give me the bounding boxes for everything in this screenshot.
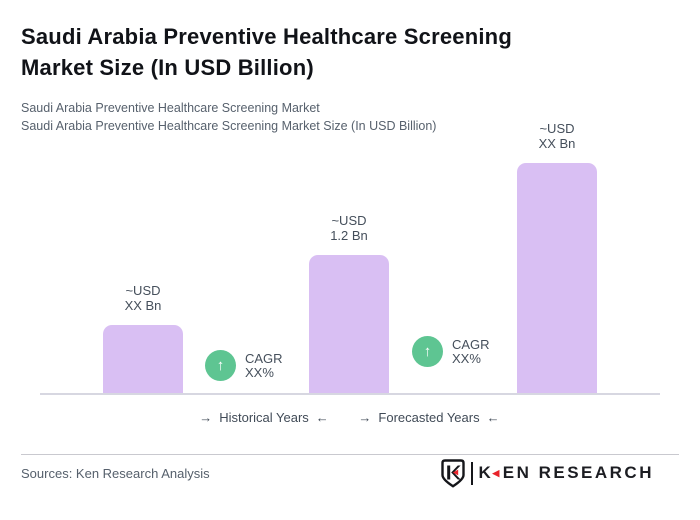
bar-group-historical-start: ~USD XX Bn — [103, 283, 183, 394]
x-axis-line — [40, 393, 660, 395]
cagr-label: CAGR XX% — [452, 336, 490, 366]
legend-label: Historical Years — [219, 410, 309, 425]
bar-group-forecast: ~USD XX Bn — [517, 121, 597, 394]
logo-wordmark: K ◀ EN RESEARCH — [478, 463, 654, 482]
bar-value-label: ~USD XX Bn — [538, 121, 576, 151]
arrow-right-icon: → — [199, 410, 213, 425]
bar-historical-start — [103, 325, 183, 394]
ken-research-logo: K ◀ EN RESEARCH — [440, 458, 654, 488]
sources-note: Sources: Ken Research Analysis — [21, 466, 210, 481]
bar-historical-end — [309, 255, 389, 394]
page-title-line1: Saudi Arabia Preventive Healthcare Scree… — [21, 24, 512, 49]
arrow-left-icon: ← — [486, 410, 500, 425]
legend-historical-years: → Historical Years ← — [199, 410, 329, 425]
page-title-line2: Market Size (In USD Billion) — [21, 55, 314, 80]
page-title: Saudi Arabia Preventive Healthcare Scree… — [21, 21, 651, 83]
bar-forecast — [517, 163, 597, 394]
arrow-up-icon: ↑ — [412, 336, 443, 367]
cagr-annotation-forecast: ↑ CAGR XX% — [412, 336, 490, 367]
chart-subtitle: Saudi Arabia Preventive Healthcare Scree… — [21, 99, 661, 135]
arrow-up-icon: ↑ — [205, 350, 236, 381]
chart-subtitle-line2: Saudi Arabia Preventive Healthcare Scree… — [21, 119, 437, 133]
bar-group-historical-end: ~USD 1.2 Bn — [309, 213, 389, 394]
cagr-annotation-historical: ↑ CAGR XX% — [205, 350, 283, 381]
bar-value-label: ~USD 1.2 Bn — [330, 213, 368, 243]
cagr-label: CAGR XX% — [245, 350, 283, 380]
footer-divider — [21, 454, 679, 455]
chart-subtitle-line1: Saudi Arabia Preventive Healthcare Scree… — [21, 101, 320, 115]
logo-red-triangle-icon: ◀ — [492, 467, 502, 478]
bar-chart: ~USD XX Bn ~USD 1.2 Bn ~USD XX Bn — [40, 121, 660, 394]
bar-value-label: ~USD XX Bn — [124, 283, 162, 313]
logo-divider — [470, 461, 473, 485]
arrow-left-icon: ← — [315, 410, 329, 425]
legend-forecasted-years: → Forecasted Years ← — [358, 410, 499, 425]
arrow-right-icon: → — [358, 410, 372, 425]
legend-label: Forecasted Years — [378, 410, 480, 425]
ken-research-shield-k-icon — [440, 458, 465, 488]
